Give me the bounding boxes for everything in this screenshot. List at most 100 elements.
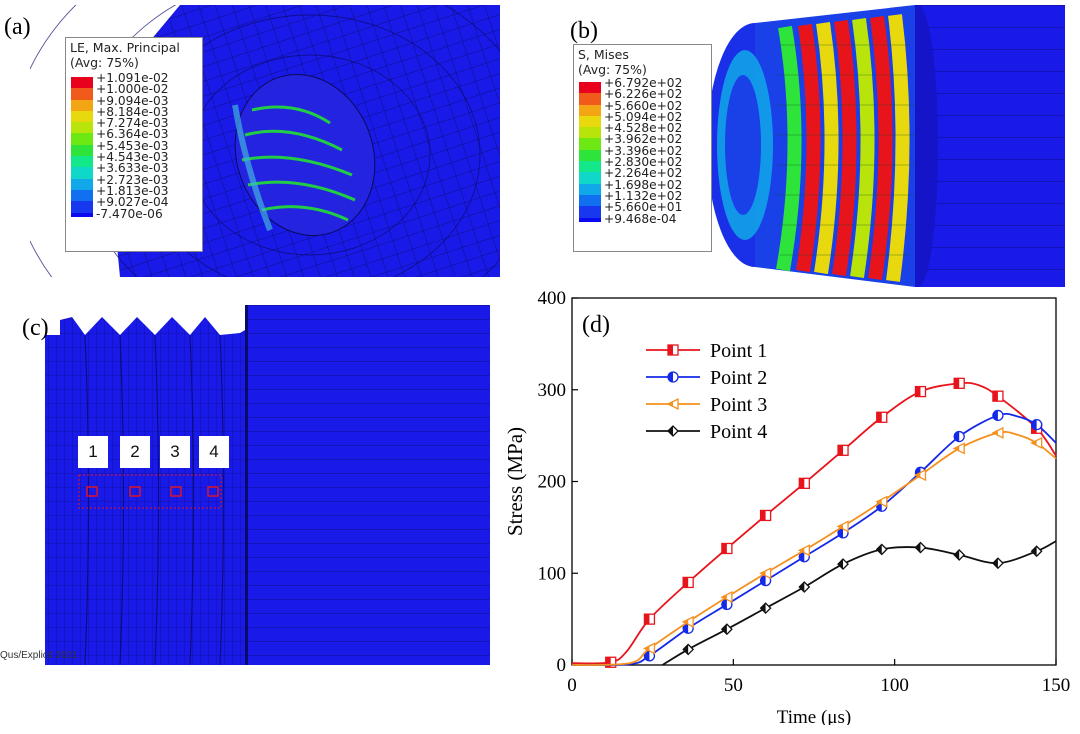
legend-row: +3.962e+02 [574, 133, 711, 150]
legend-color-swatch [71, 88, 93, 100]
legend-marker-4-fill [668, 426, 673, 436]
data-point-series-2-fill [760, 575, 766, 586]
legend-value: +6.792e+02 [604, 76, 683, 90]
x-tick-label: 100 [880, 675, 909, 696]
legend-row: +3.633e-03 [66, 162, 202, 179]
series-line-2 [571, 412, 1057, 666]
legend-color-swatch [579, 206, 601, 218]
data-point-series-1-fill [915, 386, 921, 397]
legend-color-swatch [579, 138, 601, 150]
data-point-series-2-fill [1031, 419, 1037, 430]
panel-b-legend-rows: +6.792e+02 +6.226e+02 +5.660e+02 +5.094e+02… [574, 77, 711, 229]
legend-color-swatch [71, 122, 93, 134]
legend-value: -7.470e-06 [96, 206, 163, 221]
data-point-series-4-fill [876, 544, 882, 555]
data-point-series-3-fill [721, 594, 727, 600]
series-line-3 [571, 431, 1057, 666]
legend-value: +9.027e-04 [96, 195, 169, 210]
legend-value: +5.453e-03 [96, 138, 169, 153]
legend-value: +4.543e-03 [96, 150, 169, 165]
data-point-series-1-fill [683, 577, 689, 588]
legend-row: +6.364e-03 [66, 128, 202, 145]
data-point-series-1-fill [721, 543, 727, 554]
legend-color-swatch [71, 212, 93, 217]
panel-b-legend-averaging: (Avg: 75%) [578, 62, 647, 77]
legend-value: +5.660e+01 [604, 200, 683, 215]
legend-row: +7.274e-03 [66, 117, 202, 134]
panel-b-label: (b) [570, 18, 598, 44]
data-point-series-1-fill [954, 378, 960, 389]
panel-a-legend-variable: LE, Max. Principal [70, 40, 180, 55]
legend-color-swatch [71, 133, 93, 145]
data-point-series-1-fill [644, 614, 650, 625]
data-point-series-3-fill [954, 445, 960, 451]
data-point-series-2-fill [838, 527, 844, 538]
legend-row: +2.723e-03 [66, 174, 202, 190]
y-tick-label: 200 [538, 472, 567, 493]
data-point-series-2-fill [799, 551, 805, 562]
legend-row: +5.094e+02 [574, 111, 711, 128]
data-point-series-4-fill [760, 603, 766, 614]
data-point-series-4-fill [799, 582, 805, 593]
legend-value: +7.274e-03 [96, 116, 169, 131]
legend-marker-1-fill [668, 345, 673, 355]
legend-color-swatch [579, 104, 601, 116]
data-point-series-2-fill [954, 431, 960, 442]
legend-value: +6.226e+02 [604, 87, 683, 102]
legend-row: +6.792e+02 [574, 77, 711, 94]
data-point-series-2-fill [644, 650, 650, 661]
data-point-series-4-fill [954, 549, 960, 560]
data-point-series-3-fill [799, 547, 805, 553]
legend-row: +5.660e+01 [574, 201, 711, 218]
legend-row: +1.698e+02 [574, 179, 711, 195]
legend-value: +1.813e-03 [96, 183, 169, 198]
y-tick-label: 100 [538, 563, 567, 584]
legend-value: +9.468e-04 [604, 211, 677, 226]
legend-color-swatch [579, 161, 601, 173]
legend-value: +9.094e-03 [96, 93, 169, 108]
legend-label-3: Point 3 [710, 394, 767, 416]
legend-value: +1.000e-02 [96, 82, 169, 97]
panel-b-mesh-graphic [707, 5, 1065, 287]
solver-status-line: Qus/Explicit 2021 [0, 650, 78, 661]
legend-marker-2-fill [668, 372, 673, 382]
data-point-series-1-fill [760, 510, 766, 521]
data-point-series-3-fill [992, 430, 998, 436]
legend-value: +1.698e+02 [604, 177, 683, 192]
legend-value: +1.091e-02 [96, 71, 169, 85]
data-point-series-4-fill [683, 644, 689, 655]
legend-value: +2.830e+02 [604, 155, 683, 170]
legend-label-1: Point 1 [710, 340, 767, 362]
data-point-series-3-fill [644, 645, 650, 651]
data-point-series-3-fill [876, 499, 882, 505]
panel-b-legend-title: S, Mises (Avg: 75%) [574, 45, 711, 78]
legend-color-swatch [579, 183, 601, 195]
legend-row: +9.027e-04 [66, 196, 202, 213]
y-axis-label: Stress (MPa) [503, 427, 527, 536]
data-point-series-4-fill [721, 624, 727, 635]
legend-value: +2.264e+02 [604, 166, 683, 181]
panel-a-legend: LE, Max. Principal (Avg: 75%) +1.091e-02… [65, 37, 203, 252]
panel-c-mesh-graphic [45, 305, 490, 665]
panel-a-legend-averaging: (Avg: 75%) [70, 55, 139, 70]
legend-row: +4.528e+02 [574, 122, 711, 139]
point-label-4: 4 [199, 436, 229, 468]
legend-value: +4.528e+02 [604, 121, 683, 136]
data-point-series-1-fill [605, 657, 611, 668]
series-line-1 [571, 381, 1057, 665]
x-tick-label: 50 [724, 675, 743, 696]
legend-color-swatch [71, 110, 93, 123]
legend-row: +9.468e-04 [574, 212, 711, 229]
data-point-series-3-fill [683, 619, 689, 625]
data-point-series-2-fill [683, 623, 689, 634]
legend-color-swatch [579, 194, 601, 207]
legend-color-swatch [71, 144, 93, 157]
legend-color-swatch [579, 115, 601, 128]
legend-color-swatch [579, 82, 601, 94]
y-tick-label: 300 [538, 380, 567, 401]
data-point-series-3-fill [760, 570, 766, 576]
legend-value: +6.364e-03 [96, 127, 169, 142]
data-point-series-2-fill [721, 599, 727, 610]
legend-row: +1.000e-02 [66, 83, 202, 100]
panel-d-label: (d) [582, 312, 610, 338]
